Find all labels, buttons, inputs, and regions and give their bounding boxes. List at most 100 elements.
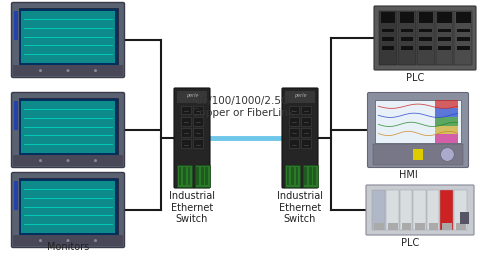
Bar [429,223,438,230]
Circle shape [94,239,97,242]
Bar [193,139,203,148]
Bar [382,37,394,41]
FancyBboxPatch shape [12,93,125,167]
FancyBboxPatch shape [12,3,125,77]
Bar [314,167,316,185]
Bar [285,165,300,187]
Bar [373,144,463,165]
Bar [382,29,394,32]
Bar [379,11,397,65]
Circle shape [67,159,70,162]
Bar [417,11,434,65]
FancyBboxPatch shape [374,6,476,70]
Bar [301,117,311,126]
FancyBboxPatch shape [282,88,318,188]
Bar [382,46,394,50]
Bar [193,117,203,126]
Bar [400,46,413,50]
Bar [206,167,208,185]
Bar [435,100,458,108]
Bar [193,128,203,137]
Bar [440,190,453,230]
Bar [457,37,469,41]
Bar [303,165,318,187]
Bar [443,223,452,230]
Bar [435,134,458,143]
Text: Monitors: Monitors [47,242,89,252]
Bar [372,190,385,230]
Text: Industrial
Ethernet
Switch: Industrial Ethernet Switch [277,191,323,224]
Bar [419,37,432,41]
Bar [418,12,433,23]
Bar [435,126,458,134]
Bar [304,167,307,185]
Bar [13,155,123,166]
Bar [193,106,203,114]
FancyBboxPatch shape [12,172,125,248]
Bar [289,139,299,148]
Bar [457,46,469,50]
Bar [386,190,398,230]
Bar [201,167,204,185]
Text: 10/100/1000/2.5G
Copper or FiberLink: 10/100/1000/2.5G Copper or FiberLink [192,96,294,118]
Bar [177,165,192,187]
Bar [21,11,114,63]
Bar [14,11,19,40]
Text: perle: perle [294,93,306,98]
Bar [195,165,209,187]
Bar [400,37,413,41]
Bar [183,167,186,185]
Bar [13,65,123,76]
Circle shape [94,159,97,162]
Bar [19,8,117,66]
Bar [437,12,451,23]
Bar [196,167,199,185]
Bar [13,235,123,246]
Bar [289,106,299,114]
Bar [435,117,458,126]
FancyBboxPatch shape [174,88,210,188]
Bar [375,223,384,230]
Bar [301,106,311,114]
FancyBboxPatch shape [366,185,474,235]
Bar [285,91,315,103]
Bar [427,190,439,230]
Bar [399,190,412,230]
Circle shape [67,239,70,242]
Circle shape [39,69,42,72]
Bar [177,91,207,103]
Bar [419,29,432,32]
Bar [287,167,289,185]
Bar [188,167,190,185]
Bar [435,108,458,117]
Bar [454,11,472,65]
Text: PLC: PLC [401,238,419,248]
Bar [456,12,470,23]
Text: perle: perle [186,93,198,98]
Bar [388,223,397,230]
Bar [457,29,469,32]
Bar [454,190,467,230]
Bar [460,212,469,224]
Circle shape [67,69,70,72]
Bar [296,167,299,185]
Text: PLC: PLC [406,73,424,83]
Bar [438,46,451,50]
Bar [181,106,191,114]
Circle shape [94,69,97,72]
Bar [419,46,432,50]
Text: Industrial
Ethernet
Switch: Industrial Ethernet Switch [169,191,215,224]
Bar [398,11,416,65]
FancyBboxPatch shape [368,93,468,167]
Bar [402,223,411,230]
Circle shape [39,239,42,242]
Bar [438,37,451,41]
Bar [19,98,117,156]
Bar [181,128,191,137]
Bar [289,128,299,137]
Bar [19,178,117,236]
Bar [21,101,114,153]
Circle shape [441,148,454,161]
Bar [413,190,426,230]
Bar [415,223,425,230]
